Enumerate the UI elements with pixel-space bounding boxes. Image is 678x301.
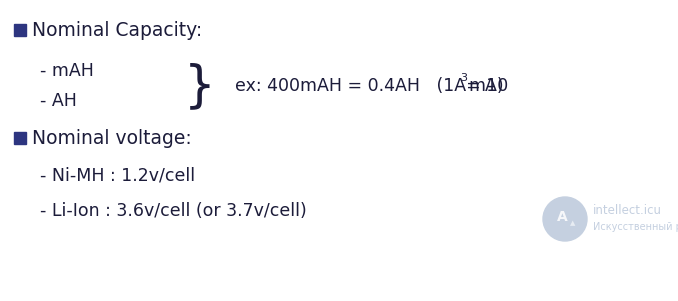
Text: Nominal Capacity:: Nominal Capacity:	[32, 20, 202, 39]
Text: 3: 3	[460, 73, 467, 83]
Text: - Li-Ion : 3.6v/cell (or 3.7v/cell): - Li-Ion : 3.6v/cell (or 3.7v/cell)	[40, 202, 306, 220]
Text: - AH: - AH	[40, 92, 77, 110]
Text: ▲: ▲	[570, 220, 576, 226]
Text: intellect.icu: intellect.icu	[593, 204, 662, 218]
Text: A: A	[557, 210, 567, 224]
Text: Nominal voltage:: Nominal voltage:	[32, 129, 192, 147]
Text: Искусственный разум: Искусственный разум	[593, 222, 678, 232]
Bar	[14, 24, 26, 36]
Text: }: }	[184, 62, 216, 110]
Text: - mAH: - mAH	[40, 62, 94, 80]
Text: - Ni-MH : 1.2v/cell: - Ni-MH : 1.2v/cell	[40, 166, 195, 184]
Text: ex: 400mAH = 0.4AH   (1A= 10: ex: 400mAH = 0.4AH (1A= 10	[235, 77, 508, 95]
Text: mA): mA)	[468, 77, 504, 95]
Bar	[14, 132, 26, 144]
Circle shape	[543, 197, 587, 241]
